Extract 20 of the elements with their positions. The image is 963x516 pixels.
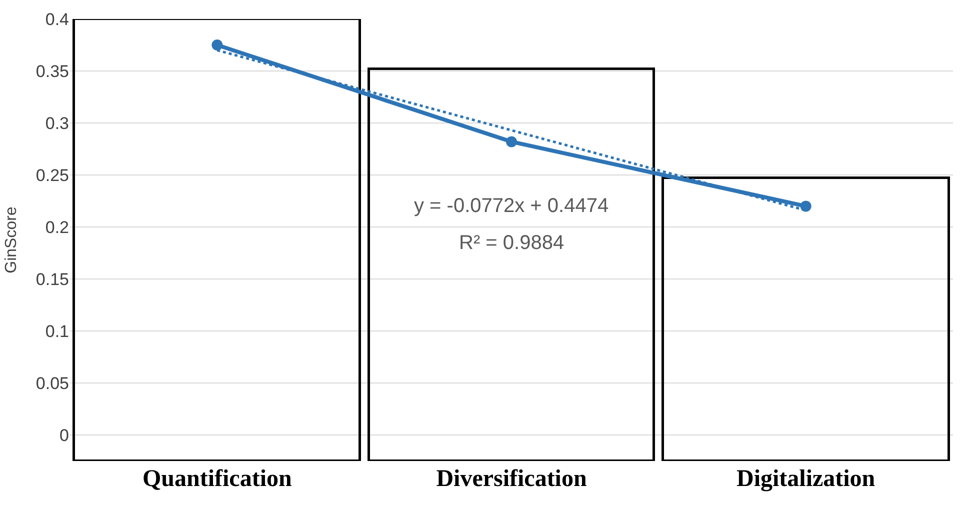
x-tick-label: Diversification (436, 466, 587, 492)
y-tick-label: 0.25 (36, 166, 69, 185)
bar (662, 176, 950, 461)
y-axis-title: GinScore (2, 206, 20, 274)
y-tick-label: 0.35 (36, 62, 69, 81)
point (506, 136, 517, 148)
point (212, 40, 223, 50)
y-tick-label: 0 (60, 426, 69, 445)
x-tick-label: Digitalization (736, 466, 876, 492)
y-tick-label: 0.4 (45, 10, 69, 29)
y-tick-label: 0.05 (36, 374, 69, 393)
y-tick-label: 0.2 (45, 218, 69, 237)
y-tick-label: 0.15 (36, 270, 69, 289)
annotation: R² = 0.9884 (459, 232, 564, 254)
y-tick-label: 0.3 (45, 114, 69, 133)
point (800, 200, 812, 212)
x-tick-label: Quantification (142, 466, 292, 492)
bar (72, 19, 361, 461)
y-tick-label: 0.1 (45, 322, 69, 341)
annotation: y = -0.0772x + 0.4474 (414, 195, 609, 217)
